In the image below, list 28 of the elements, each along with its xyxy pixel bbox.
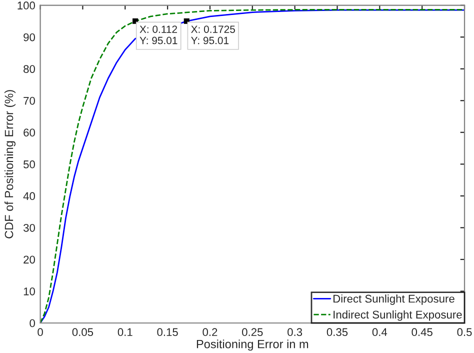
y-tick-label: 60 (24, 128, 35, 137)
x-tick-label: 0.25 (242, 328, 263, 336)
x-tick-label: 0.3 (288, 328, 302, 336)
y-tick-label: 40 (23, 192, 35, 200)
x-tick-label: 0.1 (118, 328, 132, 336)
x-tick-label: 0.2 (202, 328, 218, 336)
y-axis-title: CDF of Positioning Error (%) (4, 90, 16, 238)
y-tick-label: 80 (24, 65, 35, 73)
x-tick-label: 0.4 (372, 328, 388, 336)
annotation: X: 0.1725 Y: 95.01 (191, 26, 235, 44)
y-tick-label: 50 (24, 160, 35, 168)
y-tick-label: 0 (30, 319, 35, 328)
x-tick-label: 0.35 (326, 328, 348, 336)
x-tick-label: 0 (38, 328, 43, 336)
legend-label: Indirect Sunlight Exposure (334, 310, 462, 321)
x-tick-label: 0.05 (72, 328, 94, 336)
x-tick-label: 0.45 (412, 328, 432, 336)
y-tick-label: 10 (24, 287, 35, 296)
y-tick-label: 20 (24, 256, 35, 264)
legend-label: Direct Sunlight Exposure (334, 294, 454, 305)
y-tick-label: 30 (23, 224, 35, 232)
x-tick-label: 0.15 (157, 328, 178, 336)
x-axis-title: Positioning Error in m (196, 340, 308, 351)
y-tick-label: 70 (24, 96, 35, 105)
x-tick-label: 0.5 (457, 328, 472, 336)
annotation: X: 0.112 Y: 95.01 (140, 26, 178, 44)
y-tick-label: 90 (24, 33, 35, 42)
y-tick-label: 100 (18, 2, 35, 10)
